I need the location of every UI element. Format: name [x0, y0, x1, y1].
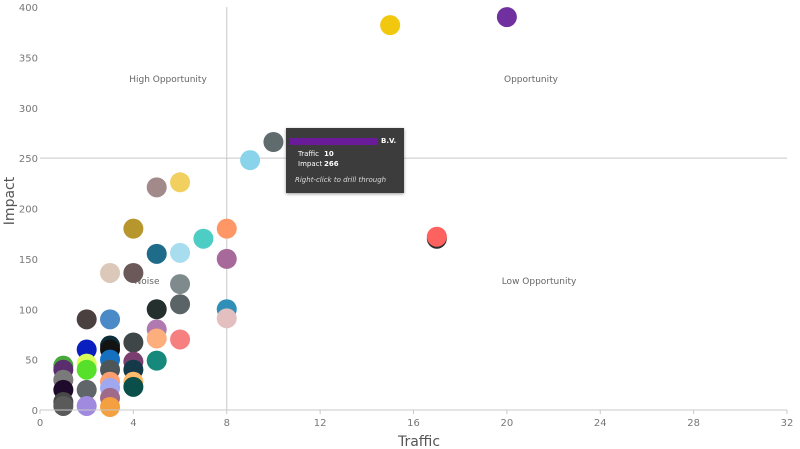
tooltip-color-bar [290, 138, 378, 145]
x-tick-label: 12 [314, 418, 327, 429]
quadrant-label-bottom-left: Noise [135, 277, 160, 287]
y-tick-label: 200 [19, 205, 38, 216]
data-point[interactable] [146, 328, 167, 349]
x-tick-label: 20 [501, 418, 514, 429]
y-tick-label: 300 [19, 104, 38, 115]
data-point[interactable] [263, 132, 284, 153]
tooltip-key: Impact [298, 160, 323, 168]
quadrant-label-bottom-right: Low Opportunity [502, 277, 577, 287]
data-point[interactable] [426, 226, 447, 247]
reference-lines [40, 7, 787, 410]
data-point[interactable] [146, 299, 167, 320]
data-point[interactable] [496, 7, 517, 28]
tooltip-key: Traffic [298, 150, 320, 158]
y-tick-label: 250 [19, 154, 38, 165]
data-point[interactable] [76, 359, 97, 380]
x-axis-ticks: 0 4 8 12 16 20 24 28 32 [37, 410, 794, 429]
y-tick-label: 50 [25, 356, 38, 367]
tooltip-row-traffic: Traffic 10 [286, 150, 404, 160]
tooltip-row-impact: Impact 266 [286, 160, 404, 170]
data-point-tooltip: B.V. Traffic 10 Impact 266 Right-click t… [286, 128, 404, 193]
data-point[interactable] [216, 308, 237, 329]
data-point[interactable] [216, 218, 237, 239]
x-tick-label: 32 [781, 418, 794, 429]
data-point[interactable] [240, 150, 261, 171]
data-point[interactable] [216, 248, 237, 269]
data-point[interactable] [100, 309, 121, 330]
data-point[interactable] [123, 262, 144, 283]
data-point[interactable] [170, 242, 191, 263]
data-point[interactable] [76, 339, 97, 360]
data-point[interactable] [76, 309, 97, 330]
data-point[interactable] [146, 350, 167, 371]
y-tick-label: 400 [19, 3, 38, 14]
x-tick-label: 0 [37, 418, 43, 429]
data-point[interactable] [100, 396, 121, 417]
data-point[interactable] [123, 376, 144, 397]
data-point[interactable] [123, 218, 144, 239]
x-tick-label: 28 [687, 418, 700, 429]
tooltip-drill-hint: Right-click to drill through [295, 176, 387, 184]
tooltip-value: 10 [324, 150, 334, 158]
data-point[interactable] [380, 15, 401, 36]
data-point[interactable] [146, 243, 167, 264]
x-axis-title: Traffic [397, 434, 440, 449]
data-point[interactable] [170, 274, 191, 295]
x-tick-label: 24 [594, 418, 607, 429]
tooltip-value: 266 [324, 160, 339, 168]
data-point[interactable] [193, 228, 214, 249]
data-point[interactable] [146, 177, 167, 198]
y-tick-label: 0 [32, 406, 38, 417]
y-axis-title: Impact [2, 176, 18, 225]
data-point[interactable] [170, 172, 191, 193]
data-point[interactable] [100, 262, 121, 283]
quadrant-label-top-right: Opportunity [504, 75, 559, 85]
y-axis-ticks: 0 50 100 150 200 250 300 350 400 [19, 3, 38, 417]
data-point[interactable] [76, 379, 97, 400]
data-point[interactable] [76, 395, 97, 416]
quadrant-label-top-left: High Opportunity [129, 75, 207, 85]
x-tick-label: 8 [224, 418, 230, 429]
y-tick-label: 350 [19, 53, 38, 64]
tooltip-series-name: B.V. [381, 137, 397, 145]
data-point[interactable] [170, 329, 191, 350]
x-tick-label: 16 [407, 418, 420, 429]
data-point[interactable] [170, 294, 191, 315]
y-tick-label: 150 [19, 255, 38, 266]
quadrant-labels: High Opportunity Opportunity Noise Low O… [129, 75, 577, 287]
data-point[interactable] [123, 332, 144, 353]
data-point[interactable] [53, 395, 74, 416]
x-tick-label: 4 [130, 418, 136, 429]
y-tick-label: 100 [19, 305, 38, 316]
data-points [53, 7, 517, 417]
